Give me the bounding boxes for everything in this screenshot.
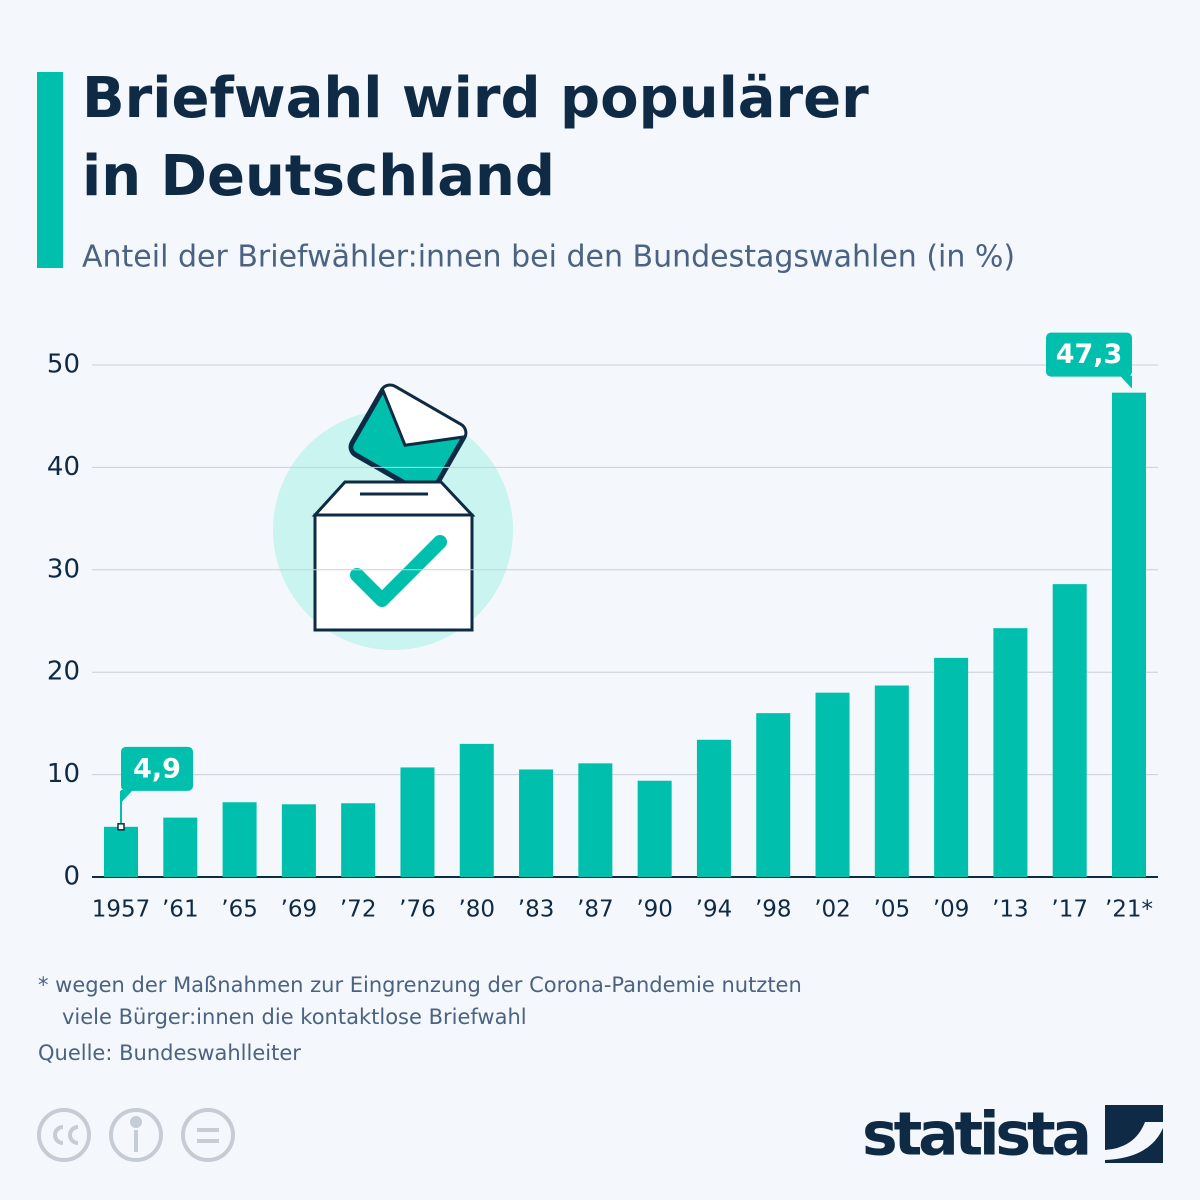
- footnote: viele Bürger:innen die kontaktlose Brief…: [62, 1005, 527, 1029]
- ballot-illustration: [273, 383, 513, 650]
- bar: [400, 767, 435, 877]
- x-tick-label: ’90: [636, 897, 673, 923]
- chart-title: in Deutschland: [82, 144, 555, 209]
- bar: [874, 685, 909, 877]
- source: Quelle: Bundeswahlleiter: [38, 1041, 301, 1065]
- bar: [815, 692, 850, 877]
- bar: [756, 713, 791, 877]
- x-tick-label: ’02: [814, 897, 851, 923]
- bar: [459, 743, 494, 877]
- bar: [1052, 584, 1087, 877]
- title-accent: [37, 72, 63, 268]
- brand-icon: [1105, 1105, 1163, 1163]
- x-tick-label: ’65: [221, 897, 258, 923]
- x-tick-label: ’76: [399, 897, 436, 923]
- x-tick-label: ’72: [340, 897, 377, 923]
- x-tick-label: ’80: [458, 897, 495, 923]
- bar: [934, 657, 969, 877]
- value-label-pointer: [1120, 375, 1132, 389]
- x-tick-label: ’94: [696, 897, 733, 923]
- bar: [519, 769, 554, 877]
- x-tick-label: ’13: [992, 897, 1029, 923]
- value-label-box: [121, 746, 193, 791]
- x-tick-label: ’83: [518, 897, 555, 923]
- value-label-box: [1046, 332, 1132, 377]
- bar: [1112, 392, 1146, 877]
- y-tick-label: 20: [47, 657, 80, 687]
- y-tick-label: 40: [47, 452, 80, 482]
- bar: [281, 804, 316, 877]
- chart-title: Briefwahl wird populärer: [82, 66, 869, 131]
- chart-subtitle: Anteil der Briefwähler:innen bei den Bun…: [82, 240, 1015, 275]
- bar: [222, 802, 257, 877]
- x-tick-label: ’61: [162, 897, 199, 923]
- value-label: 47,3: [1056, 339, 1123, 370]
- x-tick-label: ’09: [933, 897, 970, 923]
- value-label-marker: [117, 823, 125, 831]
- bar: [104, 826, 138, 877]
- x-tick-label: ’87: [577, 897, 614, 923]
- y-tick-label: 0: [63, 862, 80, 892]
- footnote: * wegen der Maßnahmen zur Eingrenzung de…: [38, 973, 802, 997]
- brand-logo: statista: [862, 1100, 1092, 1170]
- x-tick-label: ’98: [755, 897, 792, 923]
- bar: [578, 763, 613, 877]
- bar: [341, 803, 376, 877]
- x-tick-label: 1957: [92, 897, 151, 923]
- bar: [993, 628, 1028, 877]
- x-tick-label: ’17: [1051, 897, 1088, 923]
- y-tick-label: 50: [47, 350, 80, 380]
- value-label-pointer: [121, 789, 133, 803]
- value-label: 4,9: [133, 753, 181, 784]
- x-tick-label: ’69: [281, 897, 318, 923]
- bar: [637, 780, 672, 877]
- license-icons: [37, 1108, 235, 1162]
- x-tick-label: ’05: [874, 897, 911, 923]
- y-tick-label: 10: [47, 759, 80, 789]
- y-tick-label: 30: [47, 554, 80, 584]
- x-tick-label: ’21*: [1105, 897, 1153, 923]
- bar: [163, 817, 198, 877]
- bar: [696, 739, 731, 877]
